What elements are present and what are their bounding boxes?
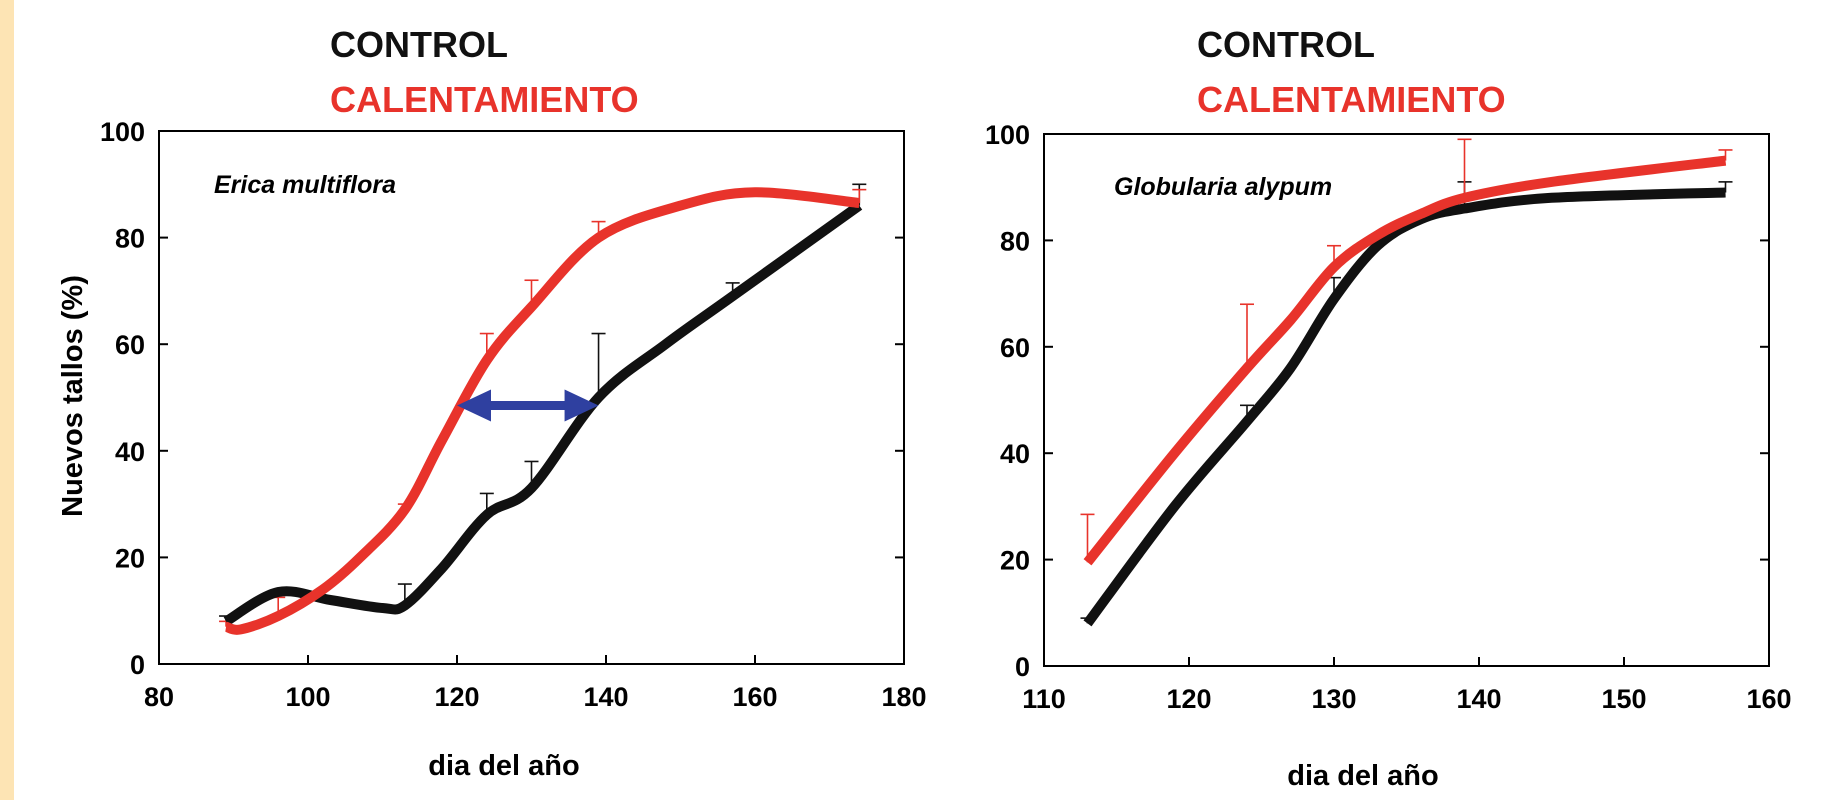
x-tick-label: 80 — [144, 682, 174, 712]
legend-control: CONTROL — [1197, 24, 1375, 65]
x-tick-label: 100 — [285, 682, 330, 712]
y-tick-label: 100 — [100, 117, 145, 147]
legend-warming: CALENTAMIENTO — [330, 79, 639, 120]
x-tick-label: 160 — [732, 682, 777, 712]
warming-series-line — [224, 187, 860, 635]
y-tick-label: 80 — [1000, 226, 1030, 256]
x-tick-label: 160 — [1746, 684, 1791, 714]
x-tick-label: 150 — [1601, 684, 1646, 714]
legend-box — [1177, 0, 1639, 124]
plot-frame — [158, 130, 905, 665]
y-axis-title: Nuevos tallos (%) — [57, 275, 89, 517]
x-tick-label: 180 — [881, 682, 926, 712]
chart-erica-multiflora: Erica multiflora dia del año Nuevos tall… — [57, 0, 927, 782]
x-tick-label: 120 — [1166, 684, 1211, 714]
figure-canvas: Erica multiflora dia del año Nuevos tall… — [14, 0, 1825, 800]
warming-series-line — [1083, 155, 1727, 566]
y-tick-label: 40 — [115, 437, 145, 467]
x-tick-label: 140 — [583, 682, 628, 712]
y-tick-label: 60 — [1000, 333, 1030, 363]
x-tick-label: 130 — [1311, 684, 1356, 714]
x-tick-label: 120 — [434, 682, 479, 712]
x-tick-label: 110 — [1022, 684, 1066, 714]
x-tick-label: 140 — [1456, 684, 1501, 714]
legend-control: CONTROL — [330, 24, 508, 65]
species-label: Globularia alypum — [1114, 173, 1332, 201]
shift-arrow-head-right — [564, 389, 599, 422]
plot-frame — [1043, 133, 1770, 667]
control-series-line — [223, 201, 863, 626]
species-label: Erica multiflora — [214, 171, 396, 199]
figure: Erica multiflora dia del año Nuevos tall… — [57, 0, 1792, 792]
y-tick-label: 0 — [1015, 652, 1030, 682]
y-tick-label: 100 — [985, 120, 1030, 150]
chart-globularia-alypum: Globularia alypum dia del año 110 120 130 1… — [985, 0, 1792, 792]
y-tick-label: 40 — [1000, 439, 1030, 469]
y-tick-label: 20 — [115, 543, 145, 573]
control-series-line — [1083, 187, 1726, 627]
y-tick-label: 20 — [1000, 546, 1030, 576]
legend-warming: CALENTAMIENTO — [1197, 79, 1506, 120]
shift-arrow-head-left — [457, 389, 491, 422]
legend-box — [309, 0, 771, 124]
x-axis-title: dia del año — [428, 750, 579, 782]
x-axis-title: dia del año — [1287, 760, 1438, 792]
y-tick-label: 0 — [130, 650, 145, 680]
y-tick-label: 60 — [115, 330, 145, 360]
y-tick-label: 80 — [115, 224, 145, 254]
